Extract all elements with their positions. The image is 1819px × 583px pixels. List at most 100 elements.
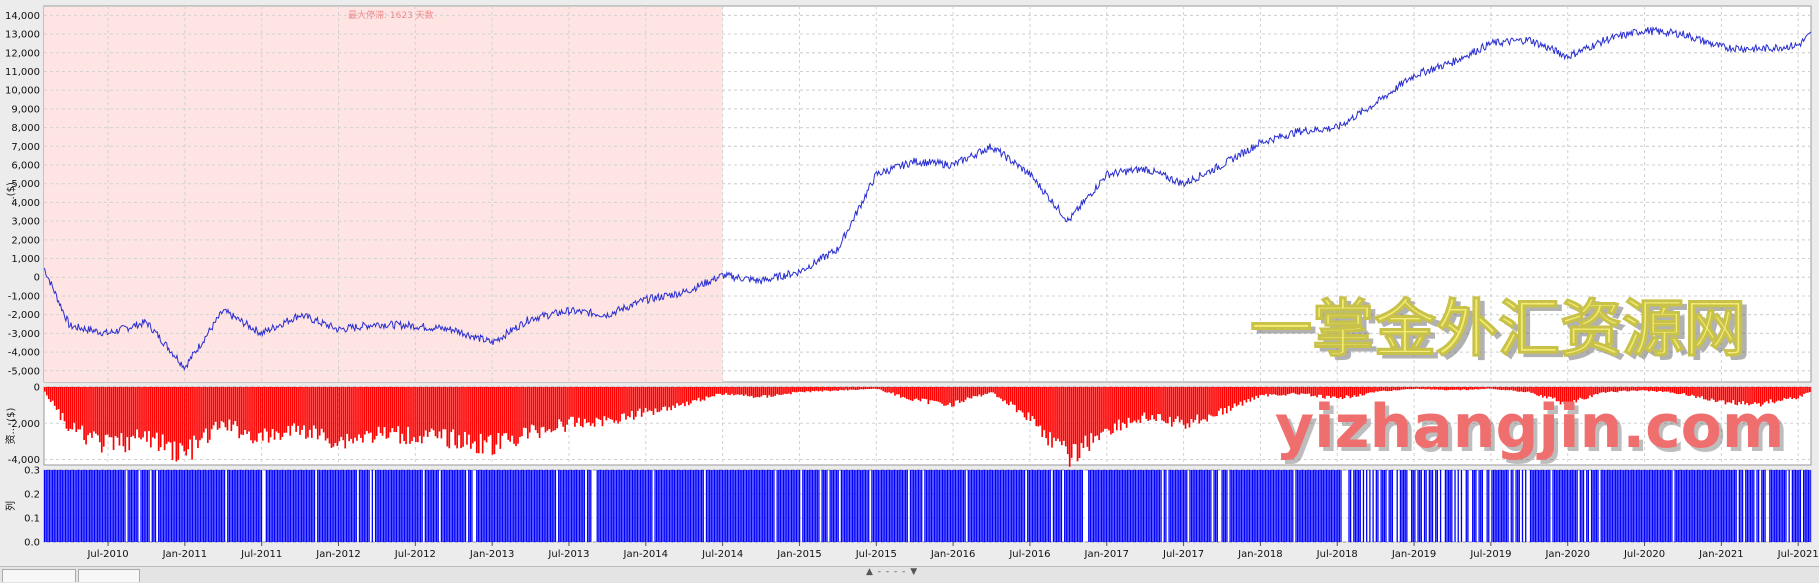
volume-bar bbox=[817, 470, 818, 542]
volume-bar bbox=[243, 470, 244, 542]
drawdown-bar bbox=[429, 387, 431, 432]
drawdown-bar bbox=[682, 387, 684, 403]
drawdown-bar bbox=[971, 387, 973, 398]
drawdown-bar bbox=[335, 387, 337, 443]
volume-bar bbox=[54, 470, 55, 542]
volume-bar bbox=[733, 470, 734, 542]
volume-bar bbox=[1318, 470, 1319, 542]
volume-bar bbox=[71, 470, 72, 542]
volume-bar bbox=[1538, 470, 1539, 542]
volume-bar bbox=[1726, 470, 1727, 542]
drawdown-bar bbox=[107, 387, 109, 435]
drawdown-bar bbox=[1438, 387, 1440, 390]
drawdown-bar bbox=[1173, 387, 1175, 422]
drawdown-bar bbox=[1142, 387, 1144, 416]
drawdown-bar bbox=[1018, 387, 1020, 410]
drawdown-bar bbox=[503, 387, 505, 433]
drawdown-bar bbox=[1269, 387, 1271, 394]
drawdown-bar bbox=[1418, 387, 1420, 389]
drawdown-bar bbox=[1383, 387, 1385, 391]
drawdown-bar bbox=[1163, 387, 1165, 421]
drawdown-bar bbox=[95, 387, 97, 434]
drawdown-bar bbox=[1059, 387, 1061, 442]
drawdown-bar bbox=[368, 387, 370, 433]
volume-bar bbox=[1670, 470, 1671, 542]
drawdown-bar bbox=[751, 387, 753, 396]
volume-bar bbox=[1792, 470, 1793, 542]
drawdown-bar bbox=[1061, 387, 1063, 445]
volume-bar bbox=[209, 470, 210, 542]
drawdown-bar bbox=[688, 387, 690, 405]
volume-bar bbox=[140, 470, 141, 542]
drawdown-bar bbox=[794, 387, 796, 392]
volume-bar bbox=[1299, 470, 1300, 542]
drawdown-bar bbox=[888, 387, 890, 392]
drawdown-bar bbox=[523, 387, 525, 428]
drawdown-bar bbox=[79, 387, 81, 430]
volume-bar bbox=[309, 470, 310, 542]
drawdown-bar bbox=[1149, 387, 1151, 420]
volume-bar bbox=[1196, 470, 1197, 542]
drawdown-bar bbox=[280, 387, 282, 440]
drawdown-bar bbox=[1218, 387, 1220, 411]
volume-bar bbox=[436, 470, 437, 542]
drawdown-bar bbox=[947, 387, 949, 405]
volume-bar bbox=[760, 470, 761, 542]
volume-bar bbox=[1636, 470, 1637, 542]
x-tick-label: Jan-2021 bbox=[1698, 549, 1743, 560]
drawdown-bar bbox=[1666, 387, 1668, 392]
volume-bar bbox=[283, 470, 284, 542]
drawdown-bar bbox=[1114, 387, 1116, 424]
watermark-line2: yizhangjin.com bbox=[1275, 392, 1784, 462]
volume-bar bbox=[171, 470, 172, 542]
volume-bar bbox=[748, 470, 749, 542]
volume-bar bbox=[1689, 470, 1690, 542]
volume-bar bbox=[192, 470, 193, 542]
volume-bar bbox=[1610, 470, 1611, 542]
volume-bar bbox=[1151, 470, 1152, 542]
volume-bar bbox=[878, 470, 879, 542]
volume-bar bbox=[299, 470, 300, 542]
drawdown-bar bbox=[138, 387, 140, 438]
volume-bar bbox=[494, 470, 495, 542]
drawdown-bar bbox=[181, 387, 183, 446]
volume-bar bbox=[1647, 470, 1648, 542]
volume-bar bbox=[679, 470, 680, 542]
volume-bar bbox=[1054, 470, 1055, 542]
volume-bar bbox=[1748, 470, 1749, 542]
volume-bar bbox=[993, 470, 994, 542]
volume-bar bbox=[1038, 470, 1039, 542]
volume-bar bbox=[680, 470, 681, 542]
volume-bar bbox=[417, 470, 418, 542]
volume-bar bbox=[1487, 470, 1488, 542]
drawdown-bar bbox=[825, 387, 827, 390]
y-tick-label: 0.3 bbox=[24, 466, 40, 477]
volume-bar bbox=[1682, 470, 1683, 542]
splitter-handle[interactable]: ▲ - - - - ▼ bbox=[866, 567, 918, 577]
volume-bar bbox=[752, 470, 753, 542]
volume-bar bbox=[383, 470, 384, 542]
drawdown-bar bbox=[1634, 387, 1636, 391]
drawdown-bar bbox=[462, 387, 464, 447]
footer-tab-2[interactable] bbox=[78, 569, 140, 582]
drawdown-bar bbox=[130, 387, 132, 437]
volume-bar bbox=[489, 470, 490, 542]
drawdown-bar bbox=[244, 387, 246, 430]
volume-bar bbox=[185, 470, 186, 542]
drawdown-bar bbox=[498, 387, 500, 433]
drawdown-bar bbox=[268, 387, 270, 443]
volume-bar bbox=[1417, 470, 1418, 542]
volume-bar bbox=[1604, 470, 1605, 542]
volume-bar bbox=[626, 470, 627, 542]
drawdown-bar bbox=[466, 387, 468, 445]
volume-bar bbox=[540, 470, 541, 542]
x-tick-label: Jul-2017 bbox=[1162, 549, 1204, 560]
volume-bar bbox=[335, 470, 336, 542]
volume-bar bbox=[780, 470, 781, 542]
volume-bar bbox=[116, 470, 117, 542]
volume-bar bbox=[656, 470, 657, 542]
footer-tab-1[interactable] bbox=[2, 569, 76, 582]
volume-bar bbox=[483, 470, 484, 542]
drawdown-bar bbox=[715, 387, 717, 394]
volume-bar bbox=[732, 470, 733, 542]
